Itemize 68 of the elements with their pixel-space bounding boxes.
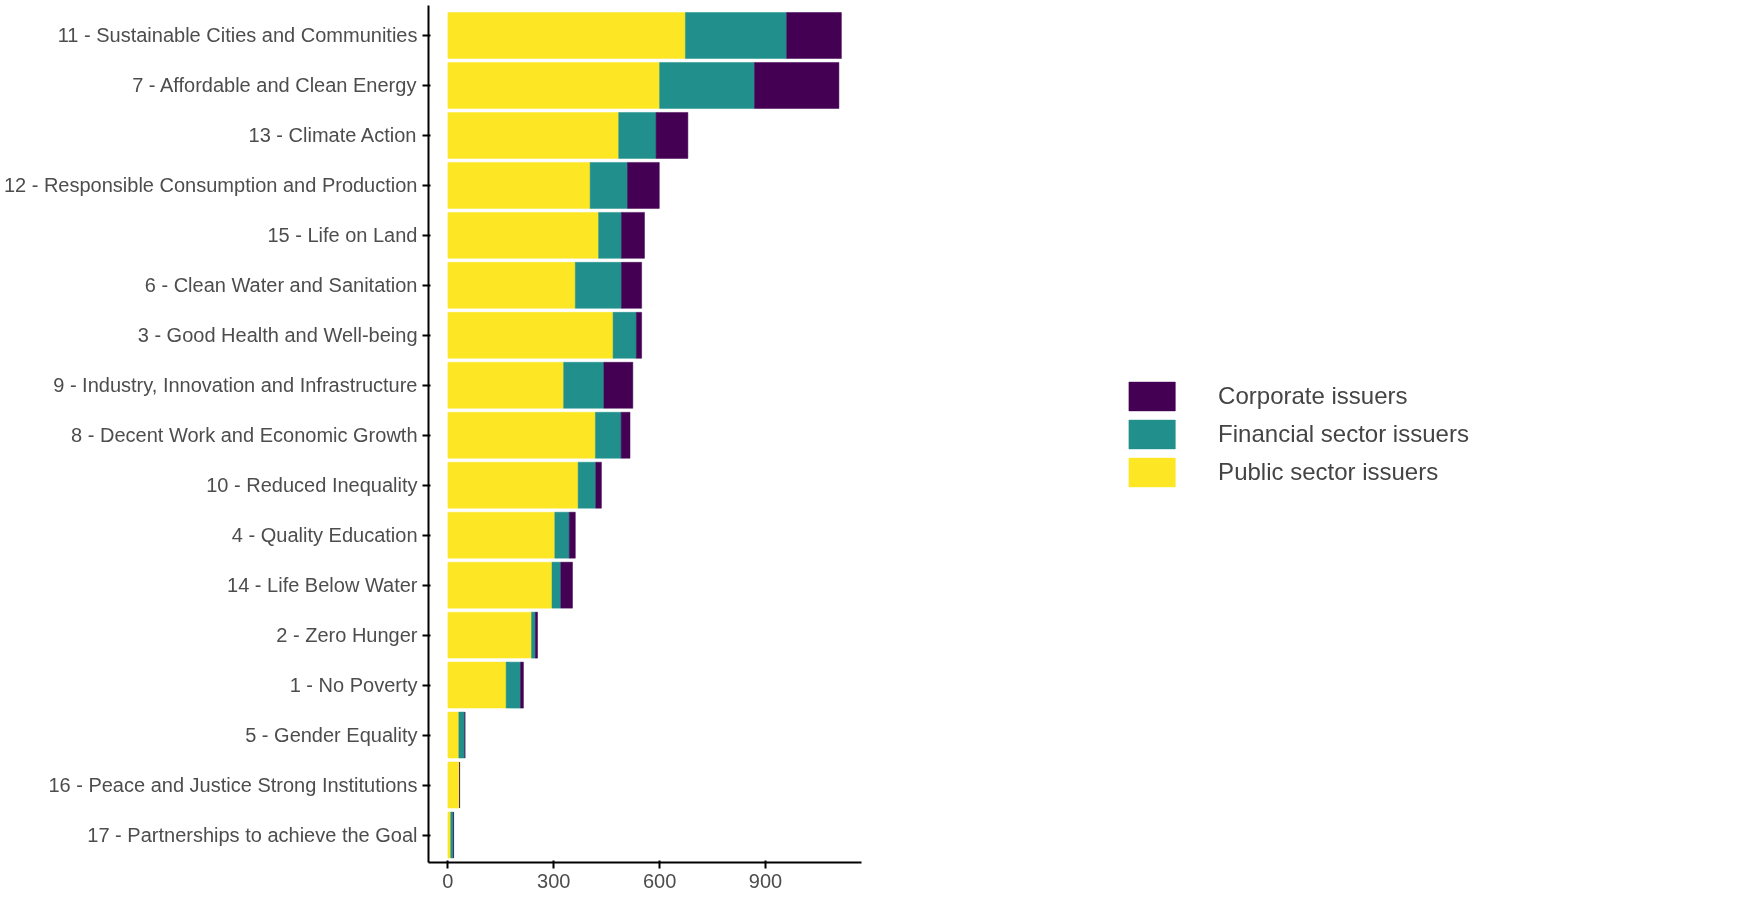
y-tick-label: 9 - Industry, Innovation and Infrastructure — [53, 374, 418, 397]
bar — [551, 561, 562, 609]
bar — [447, 112, 619, 159]
bar — [620, 412, 631, 459]
y-tick-label: 15 - Life on Land — [267, 224, 418, 247]
bar — [595, 412, 622, 459]
bar — [447, 412, 596, 459]
bar — [447, 761, 460, 809]
y-tick-label: 5 - Gender Equality — [245, 724, 418, 747]
bar — [447, 711, 460, 759]
bar — [447, 661, 507, 709]
legend-label: Public sector issuers — [1218, 457, 1439, 486]
y-tick-label: 8 - Decent Work and Economic Growth — [71, 424, 418, 447]
y-tick-label: 17 - Partnerships to achieve the Goal — [87, 824, 418, 847]
bar — [598, 212, 622, 259]
bar — [447, 262, 576, 309]
bar — [447, 461, 579, 509]
bar — [447, 362, 564, 409]
bar — [447, 511, 556, 559]
bar — [531, 611, 536, 659]
x-tick-label: 600 — [642, 869, 677, 892]
y-tick-label: 13 - Climate Action — [248, 124, 417, 147]
y-tick-label: 2 - Zero Hunger — [276, 624, 418, 647]
y-tick-label: 10 - Reduced Inequality — [206, 474, 418, 497]
legend-label: Corporate issuers — [1218, 381, 1408, 410]
bar — [589, 162, 628, 209]
bar — [655, 112, 689, 159]
bar — [554, 511, 570, 559]
bar — [535, 611, 538, 659]
bar — [560, 561, 573, 609]
y-tick-label: 6 - Clean Water and Sanitation — [144, 274, 418, 297]
bar — [612, 312, 637, 359]
y-tick-label: 12 - Responsible Consumption and Production — [3, 174, 418, 197]
bar — [569, 511, 576, 559]
bar — [636, 312, 642, 359]
x-tick-label: 900 — [748, 869, 783, 892]
x-tick-label: 0 — [442, 869, 454, 892]
y-tick-label: 4 - Quality Education — [231, 524, 418, 547]
bar — [447, 62, 660, 109]
y-tick-label: 14 - Life Below Water — [227, 574, 418, 597]
y-tick-label: 1 - No Poverty — [289, 674, 418, 697]
bar — [563, 362, 605, 409]
bar — [520, 661, 524, 709]
bar — [786, 12, 842, 59]
x-tick-label: 300 — [537, 869, 571, 892]
bar — [447, 312, 614, 359]
bar — [618, 112, 657, 159]
bar — [447, 611, 532, 659]
y-tick-label: 16 - Peace and Justice Strong Institutions — [48, 774, 418, 797]
bar — [447, 12, 686, 59]
bar — [621, 262, 642, 309]
bar — [659, 62, 755, 109]
bar — [447, 561, 553, 609]
bar — [627, 162, 660, 209]
bar — [603, 362, 634, 409]
bar — [621, 212, 645, 259]
bar — [447, 212, 599, 259]
bar — [754, 62, 840, 109]
y-tick-label: 7 - Affordable and Clean Energy — [132, 74, 417, 97]
y-tick-label: 3 - Good Health and Well-being — [137, 324, 418, 347]
bar — [505, 661, 521, 709]
bar — [685, 12, 787, 59]
legend-label: Financial sector issuers — [1218, 419, 1469, 448]
bar — [577, 461, 597, 509]
y-tick-label: 11 - Sustainable Cities and Communities — [57, 24, 418, 47]
bar — [595, 461, 602, 509]
bar — [575, 262, 622, 309]
bar — [447, 162, 591, 209]
